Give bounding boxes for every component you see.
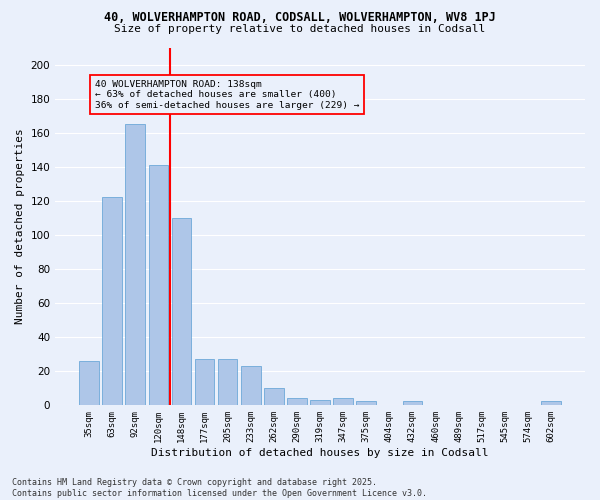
Bar	[403, 402, 422, 405]
Bar	[195, 359, 214, 405]
Y-axis label: Number of detached properties: Number of detached properties	[15, 128, 25, 324]
Bar	[172, 218, 191, 405]
Bar	[334, 398, 353, 405]
Bar	[125, 124, 145, 405]
Bar	[310, 400, 330, 405]
Bar	[241, 366, 260, 405]
Bar	[541, 402, 561, 405]
Bar	[264, 388, 284, 405]
Bar	[79, 360, 99, 405]
Text: Size of property relative to detached houses in Codsall: Size of property relative to detached ho…	[115, 24, 485, 34]
X-axis label: Distribution of detached houses by size in Codsall: Distribution of detached houses by size …	[151, 448, 489, 458]
Text: 40 WOLVERHAMPTON ROAD: 138sqm
← 63% of detached houses are smaller (400)
36% of : 40 WOLVERHAMPTON ROAD: 138sqm ← 63% of d…	[95, 80, 359, 110]
Bar	[356, 402, 376, 405]
Text: Contains HM Land Registry data © Crown copyright and database right 2025.
Contai: Contains HM Land Registry data © Crown c…	[12, 478, 427, 498]
Bar	[218, 359, 238, 405]
Text: 40, WOLVERHAMPTON ROAD, CODSALL, WOLVERHAMPTON, WV8 1PJ: 40, WOLVERHAMPTON ROAD, CODSALL, WOLVERH…	[104, 11, 496, 24]
Bar	[287, 398, 307, 405]
Bar	[149, 165, 168, 405]
Bar	[103, 197, 122, 405]
